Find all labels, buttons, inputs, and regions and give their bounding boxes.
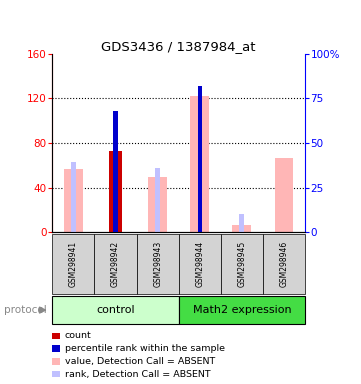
Text: protocol: protocol bbox=[4, 305, 46, 315]
Text: GSM298942: GSM298942 bbox=[111, 241, 120, 287]
Text: percentile rank within the sample: percentile rank within the sample bbox=[65, 344, 225, 353]
Bar bbox=[71, 162, 76, 232]
Title: GDS3436 / 1387984_at: GDS3436 / 1387984_at bbox=[101, 40, 256, 53]
Bar bbox=[274, 157, 293, 232]
Text: value, Detection Call = ABSENT: value, Detection Call = ABSENT bbox=[65, 357, 215, 366]
Text: GSM298945: GSM298945 bbox=[238, 241, 246, 287]
Bar bbox=[155, 167, 160, 232]
Text: GSM298946: GSM298946 bbox=[279, 241, 288, 287]
Bar bbox=[64, 169, 83, 232]
Text: GSM298943: GSM298943 bbox=[153, 241, 162, 287]
Bar bbox=[198, 86, 202, 232]
Bar bbox=[239, 214, 244, 232]
Bar bbox=[148, 177, 167, 232]
Text: rank, Detection Call = ABSENT: rank, Detection Call = ABSENT bbox=[65, 369, 210, 379]
Text: count: count bbox=[65, 331, 91, 341]
Text: Math2 expression: Math2 expression bbox=[192, 305, 291, 315]
Text: GSM298941: GSM298941 bbox=[69, 241, 78, 287]
Bar bbox=[232, 225, 251, 232]
Text: GSM298944: GSM298944 bbox=[195, 241, 204, 287]
Bar bbox=[113, 111, 118, 232]
Bar bbox=[109, 151, 122, 232]
Text: control: control bbox=[96, 305, 135, 315]
Bar bbox=[190, 96, 209, 232]
